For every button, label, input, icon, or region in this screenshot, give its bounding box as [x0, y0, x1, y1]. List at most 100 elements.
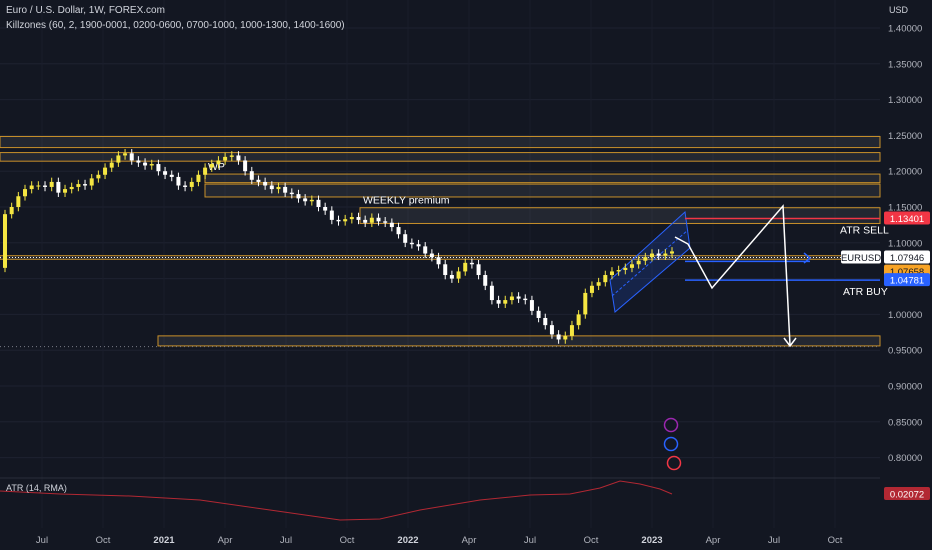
candle-body: [216, 160, 221, 165]
x-tick-label: Jul: [280, 535, 292, 546]
candle-body: [296, 194, 301, 199]
symbol-badge-bg: [841, 250, 881, 264]
atr-curve: [0, 480, 673, 521]
candle-body: [29, 185, 34, 190]
candle-body: [536, 310, 541, 318]
candle-body: [469, 262, 474, 265]
zone-box: [157, 335, 881, 347]
last-price-bg: [884, 250, 930, 264]
candle-body: [263, 181, 268, 186]
candle-body: [109, 162, 114, 168]
y-tick-label: 1.25000: [888, 131, 922, 142]
y-tick-label: 1.35000: [888, 59, 922, 70]
atr-buy-price-bg: [884, 273, 930, 287]
candle-body: [309, 199, 314, 202]
candle-body: [3, 214, 7, 268]
candle-body: [176, 176, 181, 186]
candle-body: [383, 221, 388, 223]
candle-body: [56, 181, 61, 193]
candle-body: [83, 184, 88, 186]
candle-body: [329, 210, 334, 220]
candle-body: [670, 251, 674, 254]
x-tick-label: Jul: [524, 535, 536, 546]
candle-body: [243, 160, 248, 172]
candle-body: [336, 219, 341, 222]
atr-buy-label: ATR BUY: [843, 286, 888, 298]
candle-body: [403, 234, 408, 243]
zone-box: [204, 173, 881, 184]
candle-body: [256, 179, 261, 182]
candle-body: [549, 325, 554, 335]
candle-body: [16, 196, 21, 207]
candle-body: [49, 181, 54, 187]
candle-body: [603, 275, 608, 283]
candle-body: [576, 314, 581, 326]
indicator-legend[interactable]: Killzones (60, 2, 1900-0001, 0200-0600, …: [6, 20, 345, 31]
candle-body: [36, 185, 41, 187]
candle-body: [183, 185, 188, 187]
candle-body: [649, 253, 654, 258]
y-tick-label: 1.40000: [888, 24, 922, 35]
candle-body: [169, 174, 174, 177]
channel-fill: [609, 210, 691, 313]
candle-body: [343, 219, 348, 222]
target-arrow: [803, 252, 812, 264]
symbol-badge: EURUSD: [841, 253, 881, 264]
atr-legend[interactable]: ATR (14, RMA): [6, 483, 67, 493]
candle-body: [283, 186, 288, 193]
candle-body: [636, 260, 641, 265]
atr-sell-label: ATR SELL: [840, 224, 889, 236]
zone-box: [204, 183, 881, 198]
candle-body: [316, 199, 321, 207]
candle-body: [449, 275, 454, 279]
candle-body: [63, 189, 68, 193]
candlestick-series: [3, 149, 674, 344]
x-tick-label: Jul: [36, 535, 48, 546]
zone-label: WEEKLY premium: [363, 195, 450, 207]
price-channel: [609, 210, 691, 313]
candle-body: [443, 264, 448, 276]
zone-box: [0, 152, 881, 162]
atr-value-bg: [884, 487, 930, 500]
candle-body: [489, 285, 494, 301]
atr-indicator-line: [0, 477, 880, 521]
zone-box: [359, 207, 881, 224]
candle-body: [436, 257, 441, 265]
candle-body: [663, 253, 668, 256]
candle-body: [349, 217, 354, 220]
candle-body: [509, 296, 514, 301]
atr-sell-price-bg: [884, 211, 930, 225]
y-tick-label: 0.85000: [888, 417, 922, 428]
y-tick-label: 0.80000: [888, 453, 922, 464]
currency-label: USD: [888, 5, 908, 15]
candle-body: [643, 257, 648, 261]
candle-body: [69, 186, 74, 190]
candle-body: [543, 317, 548, 326]
candle-body: [23, 189, 28, 197]
x-tick-label: 2023: [641, 535, 662, 546]
x-tick-label: 2022: [397, 535, 418, 546]
candle-body: [356, 217, 361, 220]
candle-body: [376, 217, 381, 222]
candle-body: [323, 207, 328, 211]
chart-grid: [0, 27, 880, 459]
close-price: 1.07658: [890, 267, 924, 278]
x-tick-label: Oct: [584, 535, 599, 546]
price-axis: 1.40000 1.35000 1.30000 1.25000 1.20000 1.150…: [888, 24, 922, 465]
candle-body: [163, 171, 168, 175]
candle-body: [269, 185, 274, 190]
candle-body: [136, 160, 141, 163]
us-flag-icon: [666, 455, 682, 471]
event-icons: [663, 417, 682, 471]
candle-body: [89, 178, 94, 186]
candle-body: [249, 171, 254, 180]
atr-sell-price: 1.13401: [890, 214, 924, 225]
x-tick-label: 2021: [153, 535, 175, 546]
last-price: 1.07946: [890, 253, 924, 264]
candle-body: [556, 334, 561, 340]
lightning-icon: [663, 417, 679, 433]
zone-box: [0, 135, 881, 149]
